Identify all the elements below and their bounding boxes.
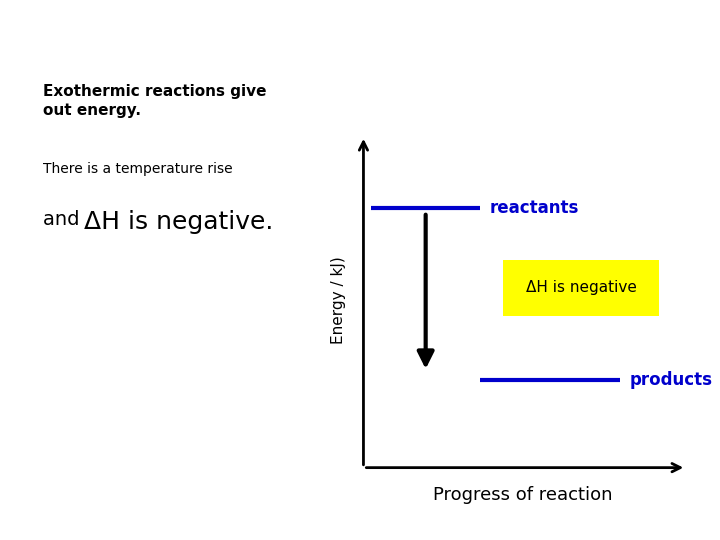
Text: Exothermic reactions give
out energy.: Exothermic reactions give out energy. [43,84,266,118]
Text: Exothermic Reaction - Definition: Exothermic Reaction - Definition [32,21,589,50]
FancyBboxPatch shape [503,260,659,316]
Text: and: and [43,211,86,229]
Text: reactants: reactants [490,199,579,217]
Text: Progress of reaction: Progress of reaction [433,485,613,504]
Text: ΔH is negative: ΔH is negative [526,280,636,295]
Text: There is a temperature rise: There is a temperature rise [43,162,233,176]
Text: products: products [630,371,713,389]
Text: ΔH is negative.: ΔH is negative. [84,211,273,234]
Text: Energy / kJ): Energy / kJ) [330,256,346,343]
